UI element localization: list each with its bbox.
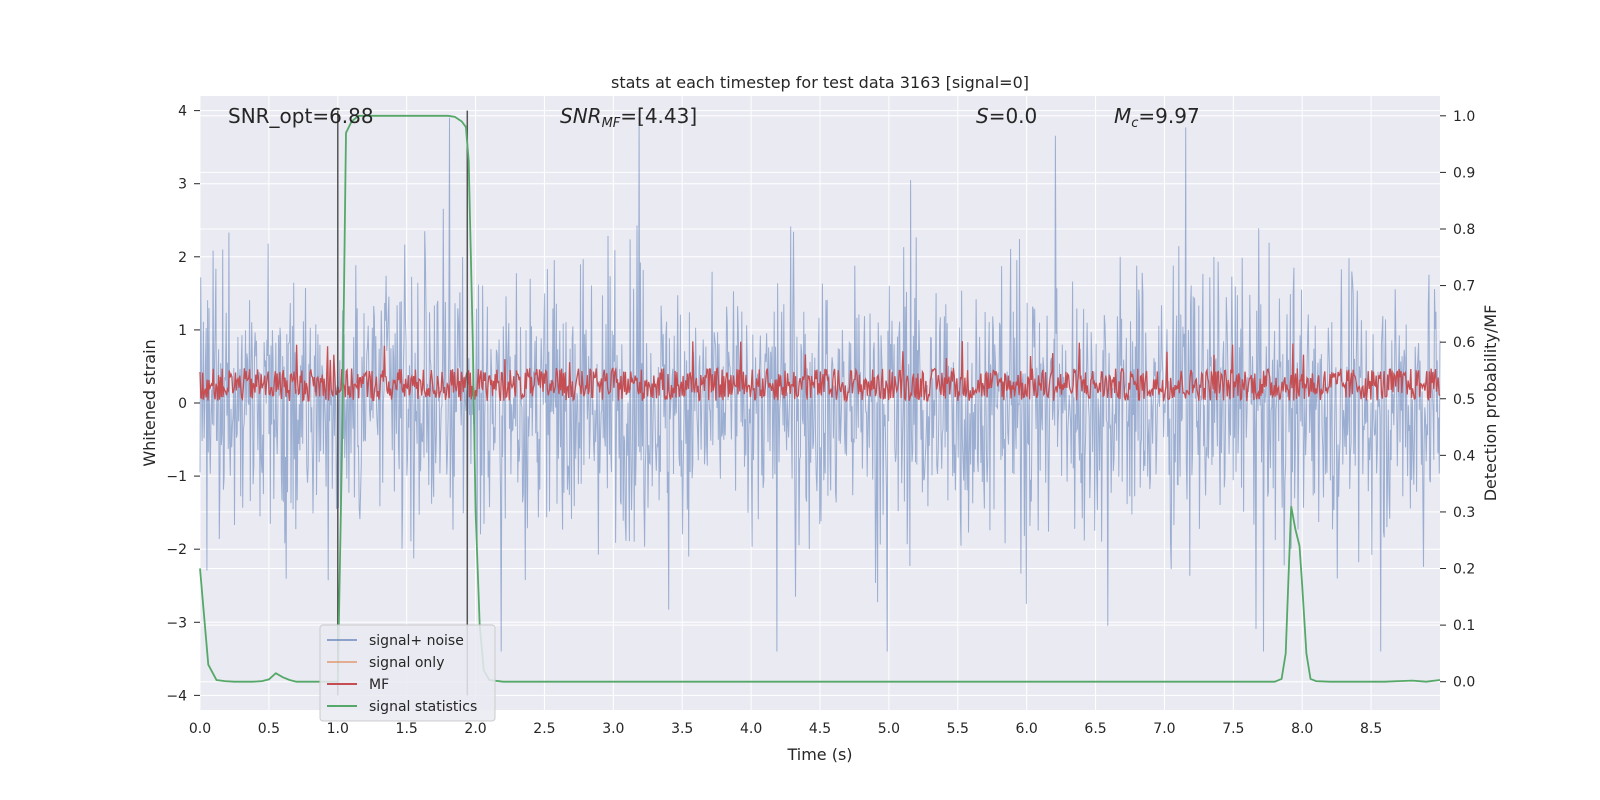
x-tick-label: 0.0 [189,721,211,737]
x-axis-label: Time (s) [786,745,852,764]
annotation-snr-mf-sub: MF [602,116,621,131]
y-right-tick-label: 0.2 [1453,562,1475,578]
x-tick-label: 3.0 [602,721,624,737]
annotation-s-tail: =0.0 [989,104,1038,128]
x-tick-label: 5.0 [878,721,900,737]
annotation-snr-opt: SNR_opt=6.88 [228,104,374,128]
y-right-tick-label: 0.7 [1453,279,1475,295]
annotation-snr-mf-tail: =[4.43] [620,104,697,128]
y-right-tick-label: 0.8 [1453,222,1475,238]
series-signal-statistics [199,114,1441,683]
x-tick-label: 5.5 [947,721,969,737]
annotation-mc-main: M [1114,104,1131,128]
y-axis-label: Whitened strain [140,339,159,466]
series-signal-noise [199,117,1441,652]
x-tick-label: 6.0 [1016,721,1038,737]
x-tick-label: 0.5 [258,721,280,737]
series-mf [199,341,1441,404]
y-tick-label: 3 [178,177,187,193]
y-right-tick-label: 0.1 [1453,618,1475,634]
annotation-s-main: S [976,104,989,128]
y-tick-label: 2 [178,250,187,266]
y-right-tick-label: 0.6 [1453,335,1475,351]
y-tick-label: 0 [178,396,187,412]
x-tick-label: 2.0 [464,721,486,737]
annotation-mc-tail: =9.97 [1138,104,1199,128]
x-tick-label: 1.5 [396,721,418,737]
x-tick-label: 7.0 [1153,721,1175,737]
x-tick-label: 2.5 [533,721,555,737]
y-right-tick-label: 1.0 [1453,109,1475,125]
y-right-tick-label: 0.3 [1453,505,1475,521]
x-tick-label: 4.0 [740,721,762,737]
annotation-s: S=0.0 [976,104,1037,128]
x-tick-label: 6.5 [1084,721,1106,737]
legend-label-signal-statistics: signal statistics [369,699,477,715]
legend-box [319,624,496,722]
legend-label-signal-noise: signal+ noise [369,633,464,649]
y-right-tick-label: 0.5 [1453,392,1475,408]
y-right-tick-label: 0.9 [1453,165,1475,181]
x-tick-label: 1.0 [327,721,349,737]
annotation-snr-mf: SNRMF=[4.43] [560,104,697,131]
annotation-mc-sub: c [1131,116,1138,131]
vertical-markers [337,110,469,696]
x-tick-label: 8.0 [1291,721,1313,737]
y-tick-label: −1 [166,469,187,485]
y-tick-label: 1 [178,323,187,339]
signal-statistics-line [199,114,1441,683]
x-tick-label: 7.5 [1222,721,1244,737]
y-tick-label: −4 [166,688,187,704]
y-tick-label: −3 [166,615,187,631]
signal-noise-line [199,117,1441,652]
y-right-axis-label: Detection probability/MF [1481,305,1500,502]
annotation-snr-mf-main: SNR [560,104,602,128]
y-right-tick-labels: 0.0 0.1 0.2 0.3 0.4 0.5 0.6 0.7 0.8 0.9 1.0 [1440,109,1475,691]
chart-title: stats at each timestep for test data 316… [611,73,1029,92]
x-tick-labels: 0.0 0.5 1.0 1.5 2.0 2.5 3.0 3.5 4.0 4.5 5.0 5.5 6.0 6… [189,721,1382,737]
legend-label-mf: MF [369,677,389,693]
legend: signal+ noise signal only MF signal stat… [319,624,496,722]
annotation-mc: Mc=9.97 [1114,104,1200,131]
x-tick-label: 8.5 [1360,721,1382,737]
y-tick-label: 4 [178,104,187,120]
y-tick-label: −2 [166,542,187,558]
legend-label-signal-only: signal only [369,655,444,671]
y-right-tick-label: 0.0 [1453,675,1475,691]
x-tick-label: 3.5 [671,721,693,737]
y-tick-labels: −4 −3 −2 −1 0 1 2 3 4 [166,104,200,704]
y-right-tick-label: 0.4 [1453,448,1475,464]
x-tick-label: 4.5 [809,721,831,737]
mf-line [199,341,1441,404]
